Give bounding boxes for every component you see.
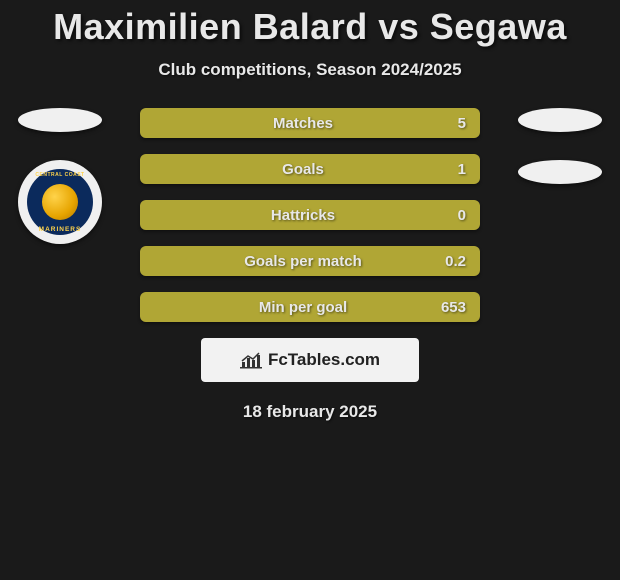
site-logo-text: FcTables.com [268, 350, 380, 370]
stat-right-value: 653 [432, 299, 466, 316]
left-player-column: CENTRAL COAST MARINERS [18, 108, 102, 244]
page-subtitle: Club competitions, Season 2024/2025 [0, 60, 620, 80]
stat-row-hattricks: Hattricks 0 [140, 200, 480, 230]
club-badge-inner: CENTRAL COAST MARINERS [27, 169, 93, 235]
stat-label: Min per goal [174, 299, 432, 316]
badge-ball-icon [42, 184, 78, 220]
stat-right-value: 0 [432, 207, 466, 224]
stat-row-goals: Goals 1 [140, 154, 480, 184]
comparison-date: 18 february 2025 [0, 402, 620, 422]
page-title: Maximilien Balard vs Segawa [0, 0, 620, 48]
left-player-club-badge: CENTRAL COAST MARINERS [18, 160, 102, 244]
left-player-flag-placeholder [18, 108, 102, 132]
stats-panel: Matches 5 Goals 1 Hattricks 0 Goals per … [140, 108, 480, 322]
right-player-club-placeholder [518, 160, 602, 184]
badge-top-text: CENTRAL COAST [27, 172, 93, 178]
stat-label: Goals per match [174, 253, 432, 270]
stat-row-matches: Matches 5 [140, 108, 480, 138]
right-player-flag-placeholder [518, 108, 602, 132]
right-player-column [518, 108, 602, 212]
chart-icon [240, 351, 262, 369]
badge-bottom-text: MARINERS [27, 226, 93, 233]
stat-label: Goals [174, 161, 432, 178]
stat-right-value: 5 [432, 115, 466, 132]
stat-right-value: 1 [432, 161, 466, 178]
stat-row-goals-per-match: Goals per match 0.2 [140, 246, 480, 276]
comparison-container: CENTRAL COAST MARINERS Matches 5 Goals 1… [0, 108, 620, 322]
stat-label: Hattricks [174, 207, 432, 224]
stat-label: Matches [174, 115, 432, 132]
stat-row-min-per-goal: Min per goal 653 [140, 292, 480, 322]
stat-right-value: 0.2 [432, 253, 466, 270]
site-logo[interactable]: FcTables.com [201, 338, 419, 382]
